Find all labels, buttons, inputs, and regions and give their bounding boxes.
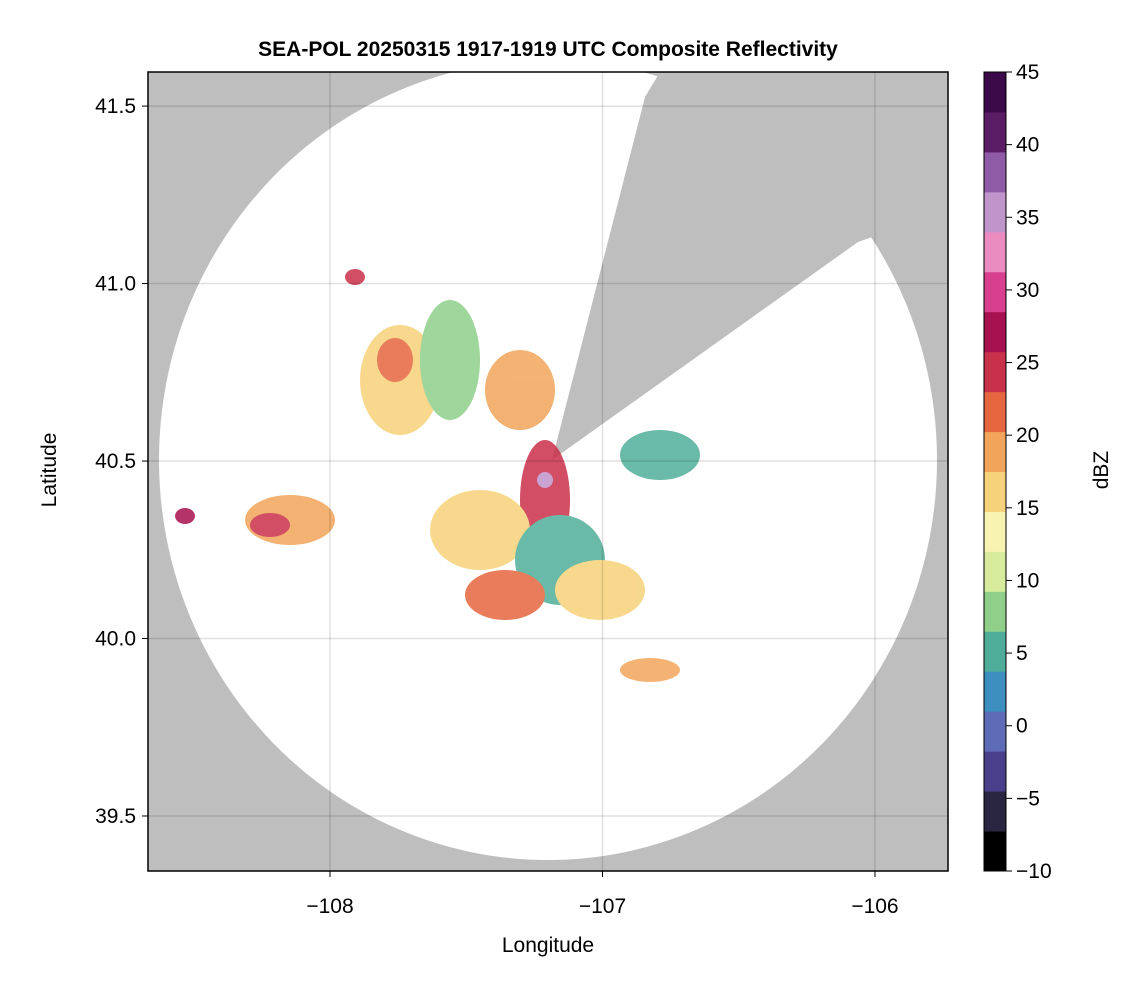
colorbar-band bbox=[984, 391, 1006, 433]
colorbar-band bbox=[984, 711, 1006, 752]
echo bbox=[430, 490, 530, 570]
x-tick-label: −108 bbox=[306, 895, 353, 918]
colorbar-tick-label: 10 bbox=[1016, 569, 1039, 592]
echo bbox=[175, 508, 195, 524]
colorbar-band bbox=[984, 271, 1006, 313]
y-tick-label: 40.0 bbox=[95, 628, 136, 651]
colorbar-band bbox=[984, 511, 1006, 552]
colorbar-band bbox=[984, 831, 1006, 872]
colorbar-tick-label: −5 bbox=[1016, 787, 1040, 810]
radar-echoes bbox=[175, 269, 700, 682]
colorbar-tick-label: 25 bbox=[1016, 352, 1039, 375]
y-axis-label: Latitude bbox=[38, 433, 61, 508]
colorbar-band bbox=[984, 151, 1006, 193]
blocked-sector bbox=[552, 72, 948, 460]
colorbar-tick-label: 35 bbox=[1016, 206, 1039, 229]
colorbar-tick-label: 40 bbox=[1016, 134, 1039, 157]
colorbar-tick-label: 5 bbox=[1016, 642, 1028, 665]
echo bbox=[420, 300, 480, 420]
colorbar-label: dBZ bbox=[1090, 451, 1113, 490]
echo bbox=[465, 570, 545, 620]
colorbar-band bbox=[984, 791, 1006, 832]
colorbar-band bbox=[984, 351, 1006, 393]
colorbar-band bbox=[984, 551, 1006, 592]
y-tick-label: 41.5 bbox=[95, 95, 136, 118]
echo bbox=[485, 350, 555, 430]
y-tick-label: 41.0 bbox=[95, 273, 136, 296]
plot-frame bbox=[147, 71, 949, 872]
colorbar-band bbox=[984, 631, 1006, 672]
colorbar-band bbox=[984, 191, 1006, 233]
echo bbox=[377, 338, 413, 382]
echo bbox=[555, 560, 645, 620]
colorbar-band bbox=[984, 671, 1006, 712]
x-tick-label: −106 bbox=[851, 895, 898, 918]
x-tick-label: −107 bbox=[579, 895, 626, 918]
colorbar-band bbox=[984, 111, 1006, 153]
chart-title: SEA-POL 20250315 1917-1919 UTC Composite… bbox=[258, 38, 838, 61]
echo bbox=[620, 430, 700, 480]
colorbar-tick-label: 45 bbox=[1016, 61, 1039, 84]
colorbar-tick-label: 0 bbox=[1016, 715, 1028, 738]
x-axis-label: Longitude bbox=[502, 934, 594, 957]
colorbar-band bbox=[984, 311, 1006, 353]
colorbar-band bbox=[984, 431, 1006, 472]
colorbar-tick-label: 15 bbox=[1016, 497, 1039, 520]
colorbar-band bbox=[984, 751, 1006, 792]
colorbar-frame bbox=[983, 71, 1007, 872]
echo bbox=[620, 658, 680, 682]
y-tick-label: 39.5 bbox=[95, 805, 136, 828]
y-tick-label: 40.5 bbox=[95, 450, 136, 473]
echo bbox=[345, 269, 365, 285]
colorbar-tick-label: 20 bbox=[1016, 424, 1039, 447]
echo bbox=[250, 513, 290, 537]
colorbar-tick-label: 30 bbox=[1016, 279, 1039, 302]
echo bbox=[537, 472, 553, 488]
colorbar-band bbox=[984, 72, 1006, 113]
colorbar-tick-label: −10 bbox=[1016, 860, 1052, 883]
colorbar-band bbox=[984, 471, 1006, 512]
colorbar-band bbox=[984, 591, 1006, 632]
colorbar-band bbox=[984, 231, 1006, 273]
